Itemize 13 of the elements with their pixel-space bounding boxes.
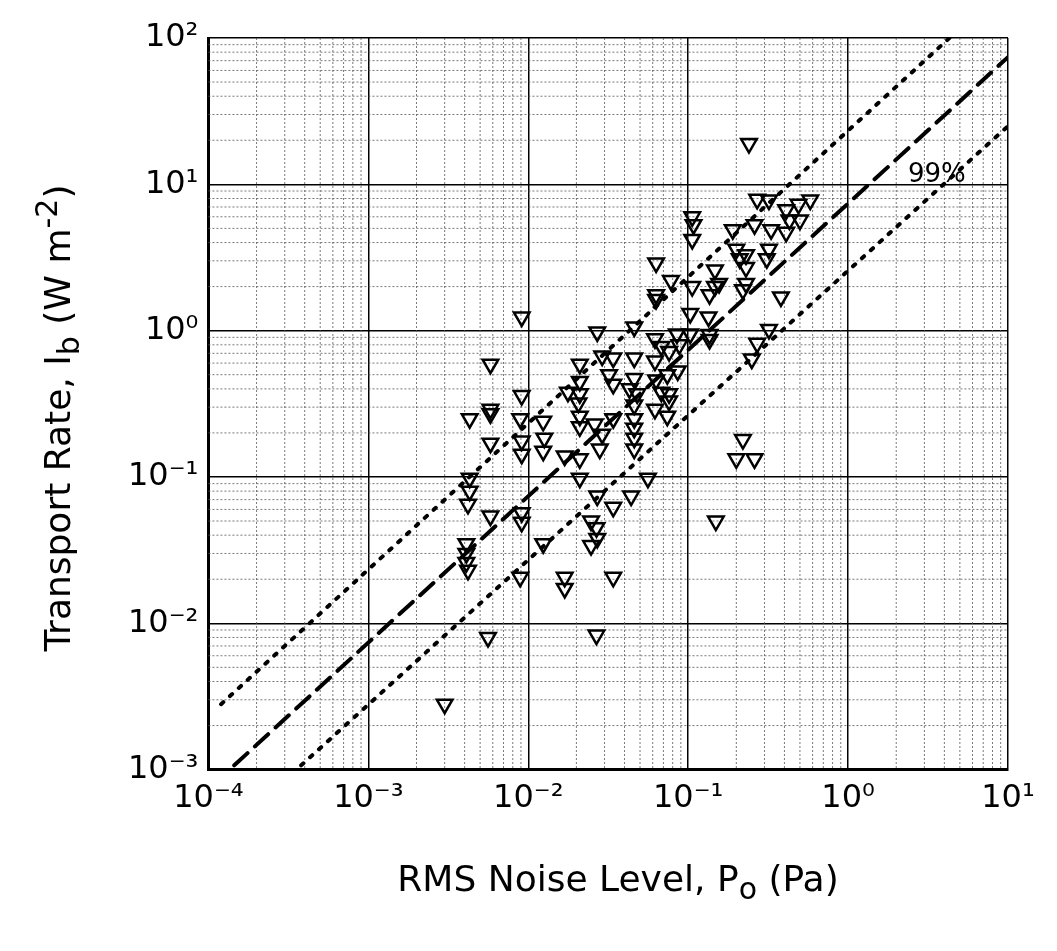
x-tick-label: 10⁻² xyxy=(493,777,564,816)
x-tick-label: 10⁻⁴ xyxy=(173,777,244,816)
annotation: 99% xyxy=(908,158,966,188)
y-tick-label: 10⁻² xyxy=(128,601,199,640)
y-tick-label: 10⁰ xyxy=(144,308,199,347)
x-axis-title: RMS Noise Level, P$_{o}$ (Pa) xyxy=(396,858,840,907)
x-tick-label: 10⁻¹ xyxy=(652,777,724,816)
x-tick-label: 10⁰ xyxy=(821,777,875,816)
y-tick-label: 10⁻¹ xyxy=(128,455,199,494)
x-tick-label: 10¹ xyxy=(981,777,1035,816)
y-tick-label: 10² xyxy=(144,16,199,55)
y-tick-label: 10¹ xyxy=(144,162,199,201)
x-tick-label: 10⁻³ xyxy=(333,777,404,816)
